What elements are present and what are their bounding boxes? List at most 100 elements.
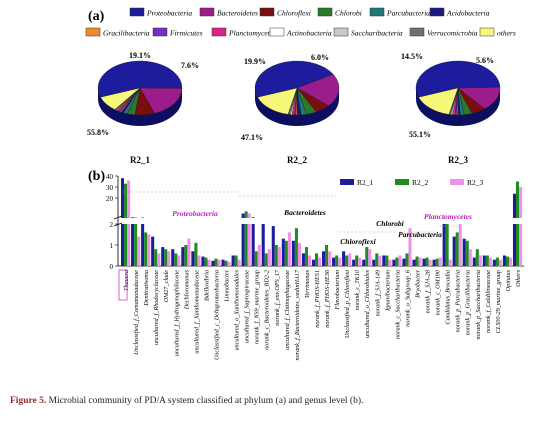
group-label-proteobacteria: Proteobacteria xyxy=(172,209,218,218)
bar-r2_3-13 xyxy=(257,245,261,266)
bar-r2_3-37 xyxy=(498,259,502,266)
x-tick-label-15: norank_f_env.OPS_17 xyxy=(274,269,281,326)
bar-r2_3-4 xyxy=(167,251,171,266)
bar-r2_2-0-lower xyxy=(124,224,128,266)
bar-r2_2-32 xyxy=(445,224,449,266)
bar-r2_1-8 xyxy=(201,256,205,266)
bar-r2_2-36 xyxy=(485,255,489,266)
bar-r2_3-24 xyxy=(368,249,372,266)
legend-swatch-parcubacteria xyxy=(369,7,385,17)
bar-r2_1-35 xyxy=(472,257,476,266)
bar-r2_1-37 xyxy=(492,259,496,266)
bar-r2_2-0 xyxy=(124,183,128,218)
bar-r2_2-38 xyxy=(505,256,509,266)
legend-swatch-acidobacteria xyxy=(429,7,445,17)
x-tick-label-34: norank_p_Gracilibacteria xyxy=(465,270,472,335)
bar-r2_1-24 xyxy=(362,259,366,266)
bar-r2_1-21 xyxy=(332,257,336,266)
bar-r2_3-21 xyxy=(338,257,342,266)
bar-r2_1-30 xyxy=(422,258,426,266)
bar-r2_3-35 xyxy=(478,255,482,266)
x-tick-label-23: norank_c_TK10 xyxy=(354,269,361,310)
bar-r2_2-14 xyxy=(264,253,268,266)
bar-r2_1-39-lower xyxy=(512,224,516,266)
panel-label-a: (a) xyxy=(88,9,105,24)
legend-swatch-gracilibacteria xyxy=(85,27,101,37)
bar-r2_2-7 xyxy=(194,242,198,266)
x-tick-label-29: Bryobacter xyxy=(414,269,421,297)
bar-r2_3-25 xyxy=(378,255,382,266)
bar-legend-label-r2_3: R2_3 xyxy=(467,178,484,187)
x-tick-label-1: Unclassified_f_Comamonadaceae xyxy=(133,270,140,355)
legend-label-firmicutes: Firmicutes xyxy=(169,29,203,38)
bar-r2_1-13 xyxy=(251,217,255,218)
pie-slice-r2_2-bacteroidetes xyxy=(296,74,340,107)
bar-r2_2-18 xyxy=(304,247,308,266)
bar-r2_2-3 xyxy=(154,249,158,266)
bar-r2_3-31 xyxy=(438,257,442,266)
bar-r2_3-16 xyxy=(287,232,291,266)
y-tick-label-1: 1 xyxy=(110,242,114,250)
bar-r2_1-26 xyxy=(382,255,386,266)
legend-swatch-firmicutes xyxy=(152,27,168,37)
bar-r2_1-27 xyxy=(392,259,396,266)
bar-r2_3-3 xyxy=(157,253,161,266)
bar-r2_2-24 xyxy=(365,247,369,266)
legend-label-chloroflexi: Chloroflexi xyxy=(277,9,311,18)
x-tick-label-20: norank_f_PHOS-HE36 xyxy=(324,269,331,328)
figure: (a) Proteobacteria Bacteroidetes Chloroflex… xyxy=(85,7,524,361)
x-tick-label-24: uncultured_o_Chlorobiales xyxy=(364,269,371,338)
group-label-planctomycetes: Planctomycetes xyxy=(424,212,472,221)
bar-r2_2-10 xyxy=(224,260,228,266)
bar-r2_2-15 xyxy=(274,245,278,266)
bar-r2_1-15 xyxy=(271,226,275,266)
legend-label-saccharibacteria: Saccharibacteria xyxy=(351,29,403,38)
x-tick-label-14: norank_c_Bacteroidetes_BD2-2 xyxy=(264,270,271,350)
bar-r2_2-2 xyxy=(144,232,148,266)
legend-swatch-actinobacteria xyxy=(269,27,285,37)
x-tick-label-2: Denitratisoma xyxy=(143,270,150,307)
bar-r2_3-9 xyxy=(217,259,221,266)
x-tick-label-12: uncultured_f_Saprospiraceae xyxy=(244,270,251,343)
group-label-chlorobi: Chlorobi xyxy=(376,219,404,228)
legend-label-gracilibacteria: Gracilibacteria xyxy=(103,29,150,38)
pie-value-label-r2_1-0: 55.8% xyxy=(87,128,109,137)
x-tick-label-7: uncultured_f_Xanthomonadaceae xyxy=(193,270,200,354)
pie-value-label-r2_2-0: 47.1% xyxy=(241,133,263,142)
pie-slice-r2_1-bacteroidetes xyxy=(139,87,183,114)
x-tick-label-18: Terrimonas xyxy=(304,269,311,298)
x-tick-label-26: Ignavibacterium xyxy=(384,269,391,311)
x-tick-label-21: Flavobacterium xyxy=(334,269,341,310)
pie-value-label-r2_3-0: 55.1% xyxy=(409,130,431,139)
bar-r2_3-11 xyxy=(237,259,241,266)
legend-label-actinobacteria: Actinobacteria xyxy=(286,29,332,38)
bar-r2_1-29 xyxy=(412,259,416,266)
x-tick-label-38: Opitutus xyxy=(505,269,512,291)
caption-text: Microbial community of PD/A system class… xyxy=(46,396,364,406)
bar-r2_3-1 xyxy=(137,236,141,266)
bar-r2_1-11 xyxy=(231,255,235,266)
bar-r2_1-22 xyxy=(342,251,346,266)
bar-r2_1-1 xyxy=(131,217,135,218)
x-tick-label-3: uncultured_f_Rhodocyclaceae xyxy=(153,270,160,345)
bar-r2_2-21 xyxy=(335,255,339,266)
bar-r2_3-8 xyxy=(207,259,211,266)
bar-legend-swatch-r2_3 xyxy=(450,179,464,185)
bar-r2_2-29 xyxy=(415,256,419,266)
bar-r2_3-30 xyxy=(428,259,432,266)
pie-value-label-r2_2-2: 6.0% xyxy=(311,53,329,62)
bar-r2_3-27 xyxy=(398,255,402,266)
pie-slice-r2_2-proteobacteria xyxy=(254,60,334,98)
bar-r2_2-9 xyxy=(214,258,218,266)
bar-r2_1-31 xyxy=(432,259,436,266)
pie-value-label-r2_1-2: 7.6% xyxy=(181,61,199,70)
caption-label: Figure 5. xyxy=(10,396,47,406)
axis-break-mark-2 xyxy=(113,222,123,227)
y-tick-label-2: 2 xyxy=(110,221,114,229)
bar-r2_3-7 xyxy=(197,255,201,266)
bar-r2_3-36 xyxy=(488,257,492,266)
bar-r2_1-16 xyxy=(281,238,285,266)
bar-r2_2-13 xyxy=(254,251,258,266)
bar-r2_3-0-lower xyxy=(127,224,131,266)
bar-r2_1-38 xyxy=(502,255,506,266)
